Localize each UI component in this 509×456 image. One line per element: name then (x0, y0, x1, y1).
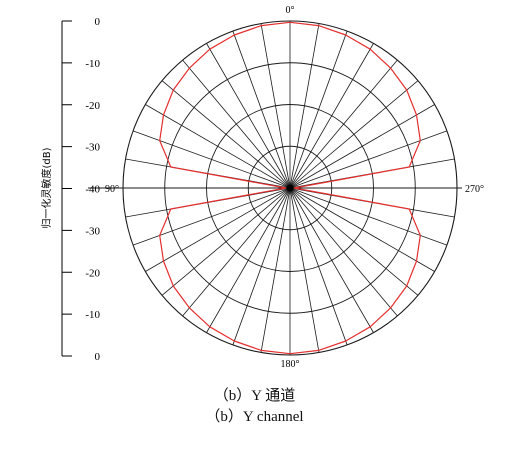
grid-spoke (145, 187, 291, 272)
grid-spoke (260, 23, 291, 189)
radial-tick-label: -30 (85, 142, 100, 154)
series-layer (159, 21, 421, 355)
grid-spoke (289, 187, 348, 346)
radial-tick-label: -10 (85, 309, 100, 321)
polar-grid (88, 20, 462, 356)
grid-spoke (289, 80, 419, 189)
grid-spoke (289, 23, 320, 189)
grid-spoke (289, 43, 374, 189)
angle-label: 0° (286, 5, 295, 16)
angle-labels: 0° 90° 180° 270° (105, 5, 484, 370)
grid-spoke (289, 30, 348, 189)
radial-tick-label: -40 (85, 184, 100, 196)
grid-spoke (289, 104, 435, 189)
radial-tick-label: 0 (95, 16, 101, 28)
grid-spoke (232, 30, 291, 189)
angle-label: 180° (281, 359, 300, 370)
radial-axis: 0 -10 -20 -30 -40 -30 -20 -10 0 (61, 16, 101, 363)
grid-spoke (161, 80, 291, 189)
angle-label: 90° (105, 184, 119, 195)
center-point (286, 184, 294, 192)
grid-spoke (206, 43, 291, 189)
y-axis-label: 归一化灵敏度(dB) (40, 147, 53, 228)
angle-label: 270° (465, 184, 484, 195)
grid-spoke (289, 187, 398, 317)
radial-tick-label: -20 (85, 100, 100, 112)
grid-spoke (182, 59, 291, 189)
grid-spoke (206, 187, 291, 333)
grid-spoke (289, 187, 435, 272)
radial-tick-label: -20 (85, 267, 100, 279)
caption-en: （b）Y channel (205, 409, 304, 425)
grid-spoke (161, 187, 291, 296)
radial-tick-label: -10 (85, 58, 100, 70)
grid-spoke (182, 187, 291, 317)
radial-tick-label: 0 (95, 351, 101, 363)
grid-spoke (145, 104, 291, 189)
grid-spoke (289, 187, 419, 296)
grid-spoke (260, 187, 291, 353)
radial-tick-label: -30 (85, 225, 100, 237)
caption-zh: （b）Y 通道 (213, 388, 296, 404)
grid-spoke (289, 187, 320, 353)
grid-spoke (232, 187, 291, 346)
grid-spoke (289, 59, 398, 189)
grid-spoke (289, 187, 374, 333)
